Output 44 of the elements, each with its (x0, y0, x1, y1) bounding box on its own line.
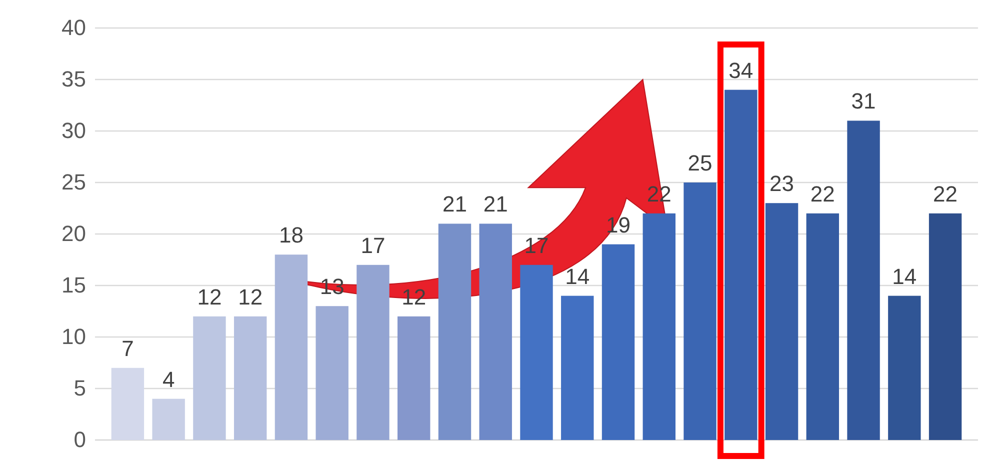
bar (234, 316, 267, 440)
data-label: 23 (770, 171, 794, 196)
bar (152, 398, 185, 440)
bar (520, 264, 553, 440)
bar (806, 213, 840, 440)
bar (274, 254, 308, 440)
bar (602, 244, 635, 440)
bar (642, 213, 676, 440)
data-label: 31 (851, 88, 876, 114)
data-label: 22 (933, 181, 958, 206)
data-label: 17 (360, 232, 386, 258)
y-tick-label: 35 (62, 66, 86, 92)
data-label: 14 (892, 264, 917, 289)
y-tick-label: 10 (62, 324, 86, 350)
bar (193, 316, 226, 440)
data-label: 18 (278, 222, 304, 248)
data-label: 34 (728, 58, 754, 83)
data-label: 14 (565, 264, 590, 289)
bar (111, 368, 144, 440)
data-label: 25 (688, 150, 712, 176)
data-label: 4 (162, 366, 175, 392)
data-label: 12 (197, 284, 222, 310)
data-label: 22 (810, 181, 835, 206)
y-tick-label: 40 (62, 15, 86, 40)
data-label: 21 (442, 192, 467, 217)
y-tick-label: 20 (62, 221, 86, 246)
bar (398, 316, 430, 440)
data-label: 12 (238, 284, 263, 310)
y-tick-label: 30 (62, 118, 86, 144)
y-tick-label: 15 (62, 272, 86, 298)
data-label: 17 (524, 232, 549, 258)
bar (438, 224, 472, 440)
bar (888, 296, 921, 440)
y-tick-label: 5 (74, 376, 86, 401)
y-tick-label: 0 (74, 427, 86, 452)
bar (479, 224, 512, 440)
y-tick-label: 25 (62, 170, 86, 195)
data-label: 7 (122, 336, 134, 361)
data-label: 21 (483, 192, 508, 217)
bar (561, 296, 594, 440)
bar (847, 120, 880, 440)
bar (928, 213, 962, 440)
bar (356, 264, 390, 440)
bar (316, 306, 348, 440)
